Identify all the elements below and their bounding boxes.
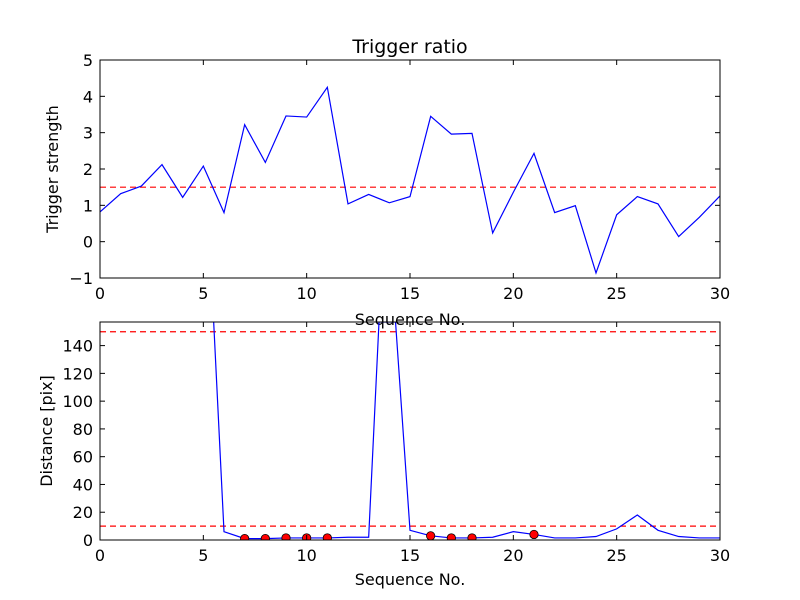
data-point [467, 533, 477, 540]
y-tick-label: 140 [62, 337, 93, 356]
x-tick-label: 5 [198, 546, 208, 565]
x-tick-label: 25 [606, 546, 626, 565]
data-point [281, 533, 291, 540]
data-point [322, 533, 332, 540]
trigger-ratio-plot: Trigger ratio Trigger strength Sequence … [43, 36, 730, 329]
data-point [240, 534, 250, 540]
x-tick-label: 20 [503, 546, 523, 565]
y-tick-label: 100 [62, 392, 93, 411]
x-tick-label: 10 [296, 546, 316, 565]
y-tick-label: 3 [83, 124, 93, 143]
y-tick-label: 20 [73, 503, 93, 522]
y-axis-label: Distance [pix] [37, 375, 56, 487]
x-axis-label: Sequence No. [355, 310, 466, 329]
y-tick-label: 120 [62, 364, 93, 383]
x-tick-label: 0 [95, 546, 105, 565]
data-point [529, 529, 539, 540]
y-tick-label: 4 [83, 87, 93, 106]
x-tick-label: 15 [400, 546, 420, 565]
data-point [426, 531, 436, 540]
y-tick-label: 0 [83, 233, 93, 252]
x-tick-label: 10 [296, 284, 316, 303]
chart-title: Trigger ratio [351, 36, 467, 58]
y-axis-label: Trigger strength [43, 105, 62, 234]
x-axis-label: Sequence No. [355, 570, 466, 589]
y-tick-label: 0 [83, 531, 93, 550]
x-tick-label: 30 [710, 546, 730, 565]
x-tick-label: 20 [503, 284, 523, 303]
distance-plot: Distance [pix] Sequence No. 0 5 10 15 20 25 30… [37, 321, 730, 589]
y-tick-label: 80 [73, 420, 93, 439]
data-point [446, 533, 456, 540]
y-tick-label: 60 [73, 448, 93, 467]
series-line [100, 85, 720, 275]
y-tick-label: 1 [83, 196, 93, 215]
series-group [213, 322, 720, 540]
axis-ticks: 0 5 10 15 20 25 30 0 20 40 60 80 100 120 140 [62, 322, 730, 565]
x-tick-label: 15 [400, 284, 420, 303]
y-tick-label: 40 [73, 475, 93, 494]
x-tick-label: 5 [198, 284, 208, 303]
y-tick-label: −1 [69, 269, 93, 288]
x-tick-label: 0 [95, 284, 105, 303]
x-tick-label: 25 [606, 284, 626, 303]
y-tick-label: 5 [83, 51, 93, 70]
x-tick-label: 30 [710, 284, 730, 303]
data-point [260, 534, 270, 540]
series-group [100, 85, 720, 275]
y-tick-label: 2 [83, 160, 93, 179]
